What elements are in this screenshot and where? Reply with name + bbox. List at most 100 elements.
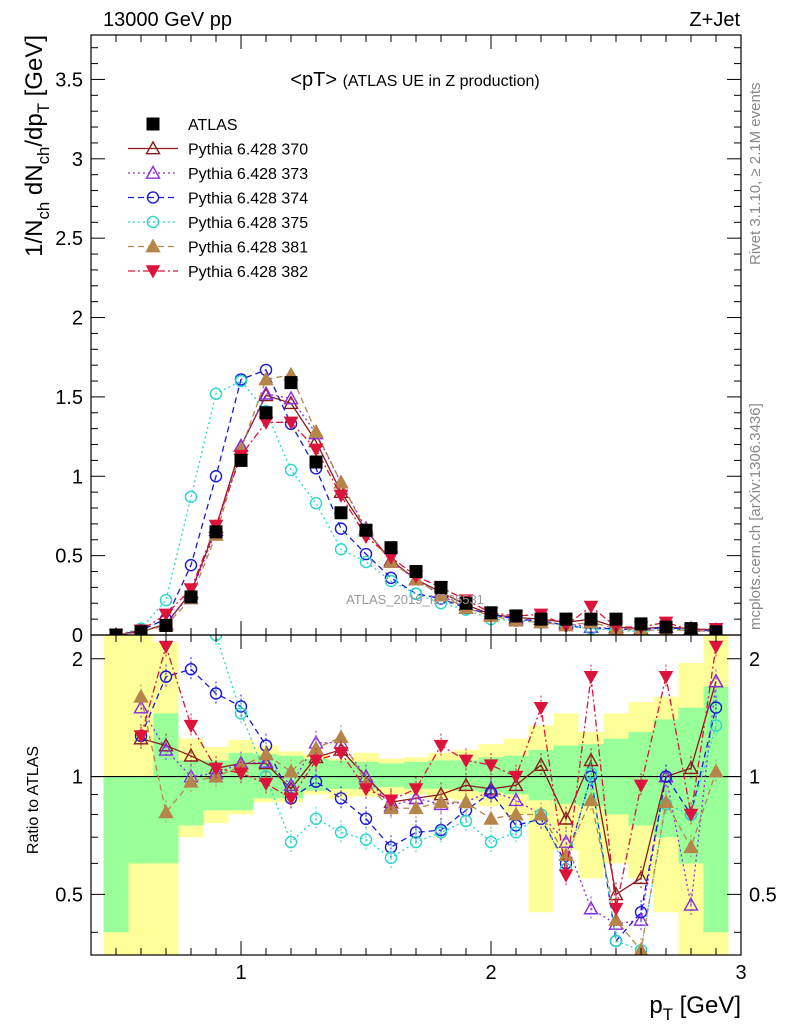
x-tick-label: 3 (735, 962, 746, 984)
legend-marker-p375 (146, 215, 160, 229)
ratio-point-p381 (608, 912, 624, 926)
ratio-band-green (153, 713, 179, 864)
point-p373 (283, 390, 299, 405)
ratio-point-p374 (659, 770, 673, 783)
point-atlas (359, 523, 373, 537)
ratio-point-p382 (683, 808, 699, 823)
ratio-point-p381 (133, 688, 149, 703)
point-p381 (333, 474, 349, 489)
y-tick-label-ratio-right: 0.5 (749, 884, 777, 906)
ratio-point-p381 (208, 768, 224, 783)
point-p374 (384, 571, 398, 585)
ratio-point-p382 (208, 762, 224, 776)
ratio-band-green (378, 763, 404, 788)
ratio-point-p374 (184, 663, 198, 676)
ratio-point-p382 (283, 792, 299, 806)
point-atlas (234, 453, 248, 467)
point-atlas (159, 618, 173, 632)
ratio-point-p375 (609, 934, 623, 948)
ratio-point-p382 (608, 902, 624, 917)
y-tick-label-main: 1.5 (55, 387, 83, 409)
axis-ticks: 1 2 3 0 0.5 1 1.5 2 2.5 3 3.5 0.5 0.5 1 1 2 2 pT​ [GeV] 1/… (21, 35, 777, 1024)
point-atlas (659, 620, 673, 634)
ratio-point-p381 (158, 804, 174, 819)
point-atlas (584, 612, 598, 626)
y-tick-label-main: 3.5 (55, 69, 83, 91)
ratio-point-p374 (334, 792, 348, 805)
series-line-p375 (115, 380, 717, 635)
ratio-point-p382 (433, 739, 449, 754)
ratio-point-p375 (584, 766, 598, 780)
mcplots-label: mcplots.cern.ch [arXiv:1306.3436] (747, 403, 764, 630)
x-tick-label: 1 (235, 962, 246, 984)
legend-label: Pythia 6.428 375 (188, 215, 308, 232)
header-left: 13000 GeV pp (103, 9, 232, 31)
ratio-point-p374 (409, 826, 423, 839)
ratio-point-p373 (258, 753, 274, 768)
ratio-point-p370 (683, 760, 699, 775)
ratio-point-p382 (308, 754, 324, 768)
x-tick-label: 2 (485, 962, 496, 984)
legend-marker-p374 (146, 191, 160, 204)
y-tick-label-main: 2 (72, 308, 83, 330)
ratio-point-p381 (658, 794, 674, 809)
point-atlas (434, 580, 448, 594)
ratio-point-p375 (709, 719, 723, 732)
point-atlas (259, 406, 273, 420)
chart-title: <pT> (ATLAS UE in Z production) (290, 69, 539, 91)
point-atlas (459, 596, 473, 610)
point-atlas (209, 525, 223, 539)
ratio-point-p375 (234, 707, 248, 720)
legend-label: Pythia 6.428 370 (188, 142, 308, 159)
ratio-point-p370 (183, 747, 199, 762)
ratio-line-p373 (140, 681, 717, 925)
point-p375 (409, 587, 423, 600)
ratio-point-p370 (533, 757, 549, 771)
legend-label: Pythia 6.428 381 (188, 240, 308, 257)
ratio-band-green (553, 745, 579, 805)
ratio-point-p375 (135, 609, 146, 620)
header-right: Z+Jet (689, 9, 740, 31)
ratio-point-p373 (158, 741, 174, 756)
ratio-point-p374 (209, 687, 223, 700)
point-p375 (359, 555, 373, 569)
point-atlas (634, 617, 648, 631)
y-axis-label-main: 1/Nch​ dNch​/dpT​ [GeV] (21, 35, 53, 257)
point-p374 (359, 547, 373, 561)
point-atlas (334, 506, 348, 520)
ratio-point-p373 (133, 699, 149, 714)
ratio-point-p381 (683, 839, 699, 854)
ratio-point-p382 (658, 670, 674, 685)
ratio-point-p382 (408, 783, 424, 797)
point-atlas (559, 612, 573, 626)
ratio-point-p381 (183, 773, 199, 788)
point-p370 (258, 387, 274, 402)
point-atlas (184, 590, 198, 604)
ratio-ylabel: Ratio to ATLAS (25, 746, 42, 854)
legend-marker-p370 (145, 140, 161, 155)
ratio-point-p375 (434, 826, 448, 839)
ratio-point-p374 (159, 670, 173, 683)
point-p375 (159, 593, 173, 607)
watermark: ATLAS_2019_I1736531 (346, 592, 484, 607)
ratio-point-p381 (333, 729, 349, 744)
legend-marker-atlas (146, 117, 160, 131)
ratio-point-p382 (558, 869, 574, 883)
ratio-point-p375 (160, 584, 171, 595)
ratio-point-p375 (334, 826, 348, 839)
legend-marker-p373 (145, 165, 161, 179)
ratio-point-p382 (133, 730, 149, 744)
ratio-point-p370 (133, 730, 149, 745)
ratio-band-green (103, 776, 129, 933)
ratio-point-p382 (233, 767, 249, 781)
ratio-point-p374 (234, 700, 248, 713)
point-p375 (209, 387, 223, 400)
point-p382 (158, 608, 174, 622)
ratio-point-p370 (508, 777, 524, 792)
ratio-point-p370 (633, 870, 649, 885)
ratio-point-p382 (533, 701, 549, 716)
legend: <pT> (ATLAS UE in Z production) ATLAS Pyth… (128, 69, 540, 281)
ratio-point-p375 (284, 835, 298, 849)
ratio-point-p381 (583, 792, 599, 807)
